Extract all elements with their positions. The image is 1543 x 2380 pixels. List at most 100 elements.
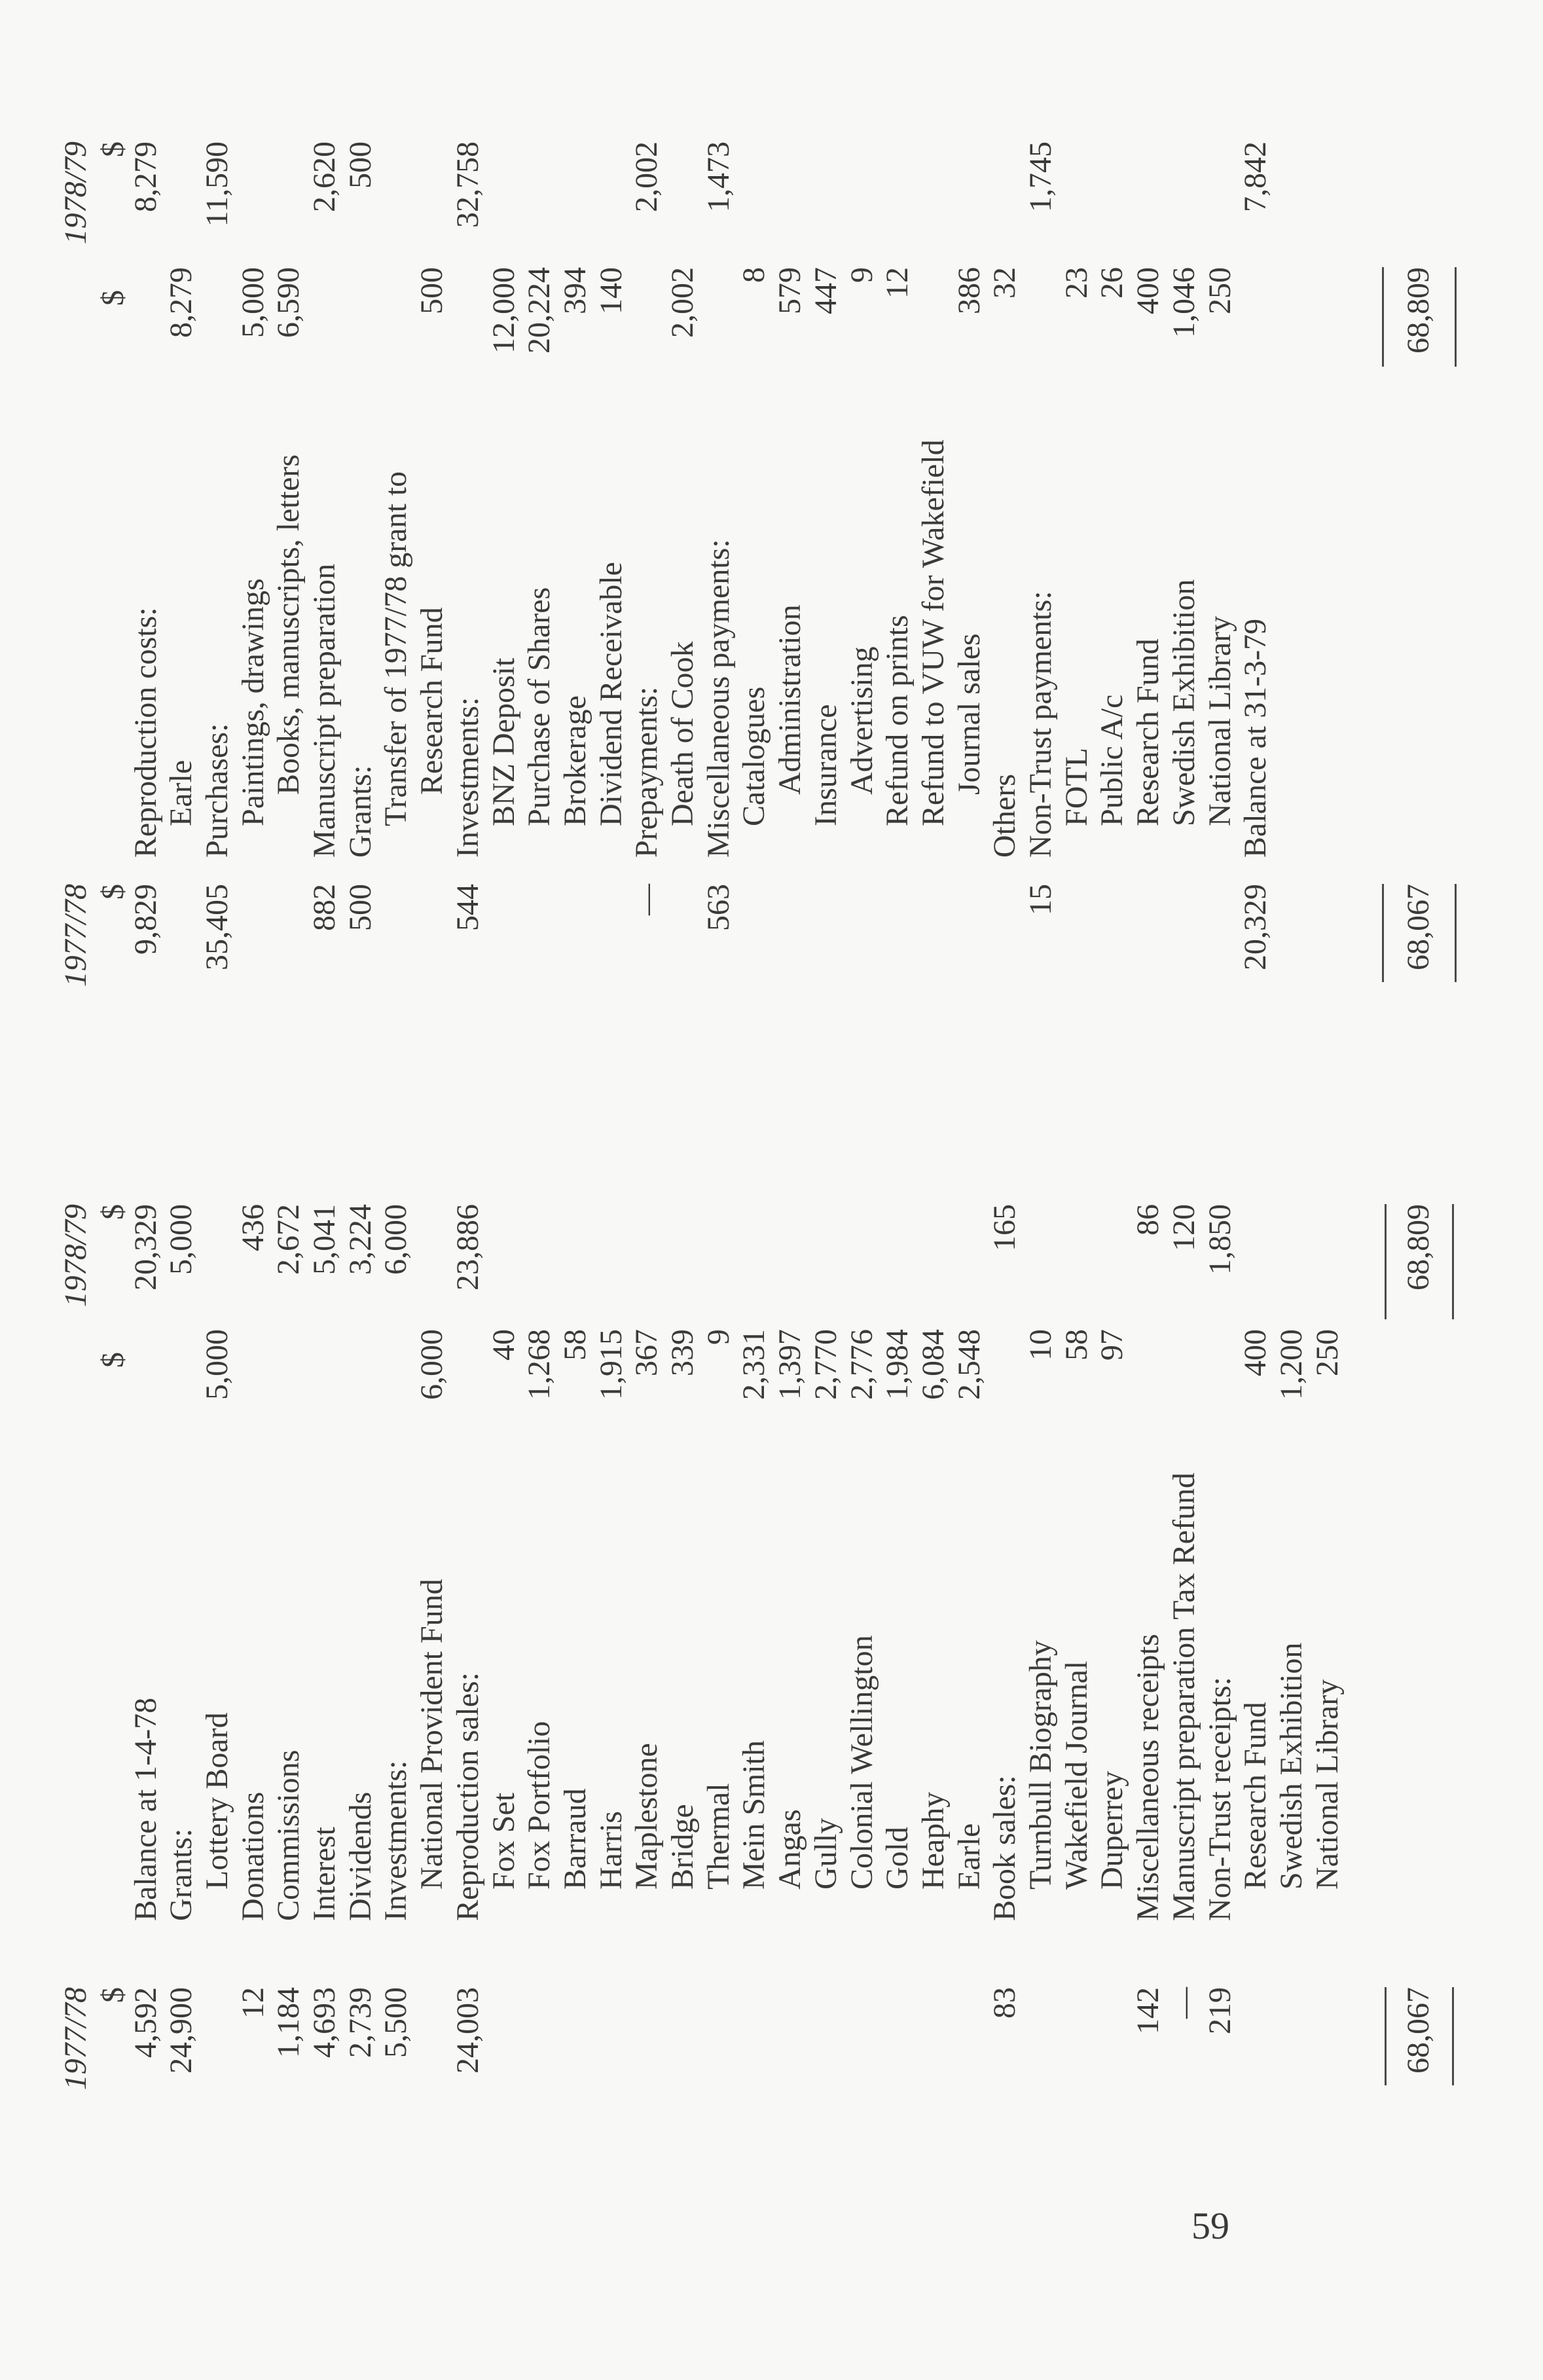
receipts-row-label: Miscellaneous receipts bbox=[1131, 1634, 1166, 1921]
receipts-row-label: Investments: bbox=[378, 1760, 414, 1921]
receipts-row-prev-amount: 142 bbox=[1131, 1987, 1166, 2034]
receipts-total-rule-top bbox=[1385, 1987, 1387, 2085]
receipts-row-sub-amount: 9 bbox=[700, 1329, 736, 1345]
payments-row-prev-amount: 544 bbox=[450, 884, 485, 931]
receipts-row-label: Grants: bbox=[164, 1828, 199, 1921]
receipts-row-label: Interest bbox=[307, 1827, 342, 1921]
receipts-row-curr-amount: 5,041 bbox=[307, 1204, 342, 1275]
payments-row-label: Earle bbox=[164, 760, 199, 826]
receipts-row-sub-amount: 40 bbox=[486, 1329, 521, 1361]
receipts-row-label: Turnbull Biography bbox=[1023, 1640, 1058, 1890]
receipts-row-label: Duperrey bbox=[1095, 1770, 1130, 1890]
payments-row-label: Books, manuscripts, letters bbox=[271, 454, 306, 795]
receipts-row-curr-amount: 2,672 bbox=[271, 1204, 306, 1275]
receipts-row-sub-amount: 6,084 bbox=[915, 1329, 951, 1400]
payments-row-prev-amount: 9,829 bbox=[128, 884, 163, 955]
receipts-row-curr-amount: 3,224 bbox=[342, 1204, 378, 1275]
payments-row-prev-amount: 882 bbox=[307, 884, 342, 931]
receipts-row-curr-amount: 165 bbox=[987, 1204, 1023, 1251]
receipts-row-prev-amount: 83 bbox=[987, 1987, 1023, 2019]
payments-row-sub-amount: 579 bbox=[772, 267, 808, 314]
receipts-row-curr-amount: 120 bbox=[1166, 1204, 1201, 1251]
receipts-row-prev-amount: 4,693 bbox=[307, 1987, 342, 2058]
receipts-row-label: Research Fund bbox=[1238, 1702, 1273, 1890]
payments-row-label: Dividend Receivable bbox=[593, 562, 628, 826]
payments-row-prev-amount: — bbox=[629, 884, 664, 915]
receipts-row-label: Heaphy bbox=[915, 1791, 951, 1890]
receipts-row-prev-amount: 2,739 bbox=[342, 1987, 378, 2058]
receipts-row-label: Thermal bbox=[700, 1783, 736, 1890]
payments-row-label: Advertising bbox=[844, 646, 879, 795]
receipts-row-label: Manuscript preparation Tax Refund bbox=[1166, 1473, 1201, 1921]
payments-currency-prev: $ bbox=[95, 884, 130, 900]
payments-row-label: BNZ Deposit bbox=[486, 657, 521, 826]
payments-row-sub-amount: 9 bbox=[844, 267, 879, 283]
payments-total-sub: 68,809 bbox=[1400, 267, 1436, 354]
payments-row-curr-amount: 2,620 bbox=[307, 141, 342, 212]
receipts-row-prev-amount: 5,500 bbox=[378, 1987, 414, 2058]
receipts-row-label: National Library bbox=[1309, 1679, 1345, 1890]
payments-header-curr-year: 1978/79 bbox=[58, 141, 93, 245]
receipts-row-prev-amount: 219 bbox=[1202, 1987, 1237, 2034]
payments-row-label: Refund to VUW for Wakefield bbox=[915, 439, 951, 826]
receipts-row-prev-amount: — bbox=[1166, 1987, 1201, 2019]
receipts-row-label: Dividends bbox=[342, 1791, 378, 1921]
receipts-row-sub-amount: 2,548 bbox=[951, 1329, 987, 1400]
payments-row-sub-amount: 400 bbox=[1131, 267, 1166, 314]
receipts-row-sub-amount: 250 bbox=[1309, 1329, 1345, 1376]
receipts-row-label: Balance at 1-4-78 bbox=[128, 1697, 163, 1921]
receipts-row-prev-amount: 4,592 bbox=[128, 1987, 163, 2058]
payments-row-curr-amount: 7,842 bbox=[1238, 141, 1273, 212]
receipts-row-label: Angas bbox=[772, 1809, 808, 1890]
payments-row-label: Miscellaneous payments: bbox=[700, 539, 736, 858]
receipts-row-label: Swedish Exhibition bbox=[1273, 1642, 1309, 1890]
receipts-row-curr-amount: 23,886 bbox=[450, 1204, 485, 1291]
page-number: 59 bbox=[1191, 2205, 1229, 2247]
payments-row-label: FOTL bbox=[1059, 748, 1094, 826]
payments-row-prev-amount: 563 bbox=[700, 884, 736, 931]
receipts-row-prev-amount: 1,184 bbox=[271, 1987, 306, 2058]
receipts-row-label: Bridge bbox=[665, 1804, 700, 1890]
receipts-header-prev-year: 1977/78 bbox=[58, 1987, 93, 2091]
payments-row-label: Refund on prints bbox=[880, 615, 915, 826]
receipts-row-label: Gully bbox=[808, 1818, 843, 1890]
receipts-row-curr-amount: 20,329 bbox=[128, 1204, 163, 1291]
payments-row-sub-amount: 8,279 bbox=[164, 267, 199, 338]
payments-row-curr-amount: 1,473 bbox=[700, 141, 736, 212]
payments-row-curr-amount: 8,279 bbox=[128, 141, 163, 212]
payments-row-curr-amount: 2,002 bbox=[629, 141, 664, 212]
payments-row-curr-amount: 32,758 bbox=[450, 141, 485, 228]
payments-row-label: Balance at 31-3-79 bbox=[1238, 618, 1273, 858]
receipts-row-label: Commissions bbox=[271, 1749, 306, 1921]
receipts-row-sub-amount: 58 bbox=[1059, 1329, 1094, 1361]
payments-row-sub-amount: 394 bbox=[557, 267, 592, 314]
payments-row-label: Public A/c bbox=[1095, 694, 1130, 826]
receipts-currency-prev: $ bbox=[95, 1987, 130, 2003]
payments-row-sub-amount: 500 bbox=[414, 267, 450, 314]
receipts-row-label: Wakefield Journal bbox=[1059, 1660, 1094, 1890]
payments-total-rule-bottom bbox=[1455, 884, 1457, 982]
receipts-row-label: Harris bbox=[593, 1811, 628, 1890]
receipts-row-curr-amount: 1,850 bbox=[1202, 1204, 1237, 1275]
payments-row-sub-amount: 250 bbox=[1202, 267, 1237, 314]
receipts-total-curr: 68,809 bbox=[1400, 1204, 1436, 1291]
payments-row-label: Insurance bbox=[808, 704, 843, 826]
payments-row-label: Others bbox=[987, 774, 1023, 858]
receipts-row-prev-amount: 24,003 bbox=[450, 1987, 485, 2074]
payments-row-label: Manuscript preparation bbox=[307, 563, 342, 858]
receipts-row-sub-amount: 2,770 bbox=[808, 1329, 843, 1400]
receipts-row-label: Gold bbox=[880, 1827, 915, 1890]
receipts-row-sub-amount: 58 bbox=[557, 1329, 592, 1361]
payments-currency-curr: $ bbox=[95, 141, 130, 157]
payments-row-label: Prepayments: bbox=[629, 686, 664, 858]
payments-row-curr-amount: 500 bbox=[342, 141, 378, 189]
receipts-header-curr-year: 1978/79 bbox=[58, 1204, 93, 1308]
payments-row-label: Administration bbox=[772, 604, 808, 795]
receipts-row-sub-amount: 97 bbox=[1095, 1329, 1130, 1361]
receipts-row-label: Fox Set bbox=[486, 1792, 521, 1890]
payments-header-prev-year: 1977/78 bbox=[58, 884, 93, 987]
payments-row-sub-amount: 6,590 bbox=[271, 267, 306, 338]
payments-row-label: Transfer of 1977/78 grant to bbox=[378, 471, 414, 826]
receipts-row-sub-amount: 5,000 bbox=[199, 1329, 234, 1400]
